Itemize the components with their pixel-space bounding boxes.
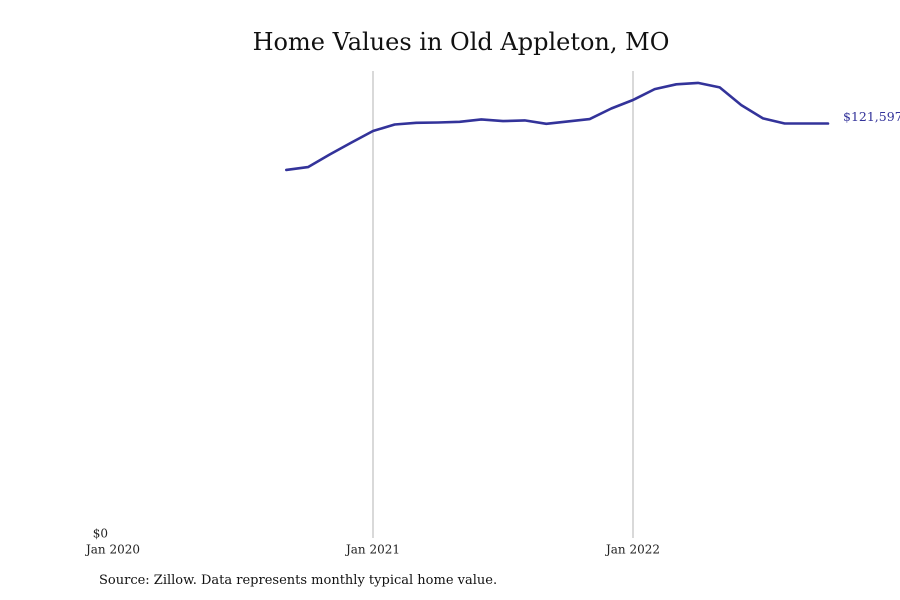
series-line	[284, 81, 830, 172]
series-layer	[284, 81, 830, 172]
end-value-label: $121,597	[843, 109, 900, 124]
label-layer: $121,597	[843, 109, 900, 124]
chart-title: Home Values in Old Appleton, MO	[252, 28, 670, 56]
x-tick-label: Jan 2021	[344, 543, 400, 557]
grid-layer	[372, 71, 634, 538]
source-note: Source: Zillow. Data represents monthly …	[99, 573, 498, 588]
x-tick-label: Jan 2020	[84, 543, 140, 557]
axis-layer: Jan 2020 Jan 2021 Jan 2022 $0	[84, 527, 660, 557]
x-tick-label: Jan 2022	[604, 543, 660, 557]
y-tick-label: $0	[93, 527, 108, 541]
